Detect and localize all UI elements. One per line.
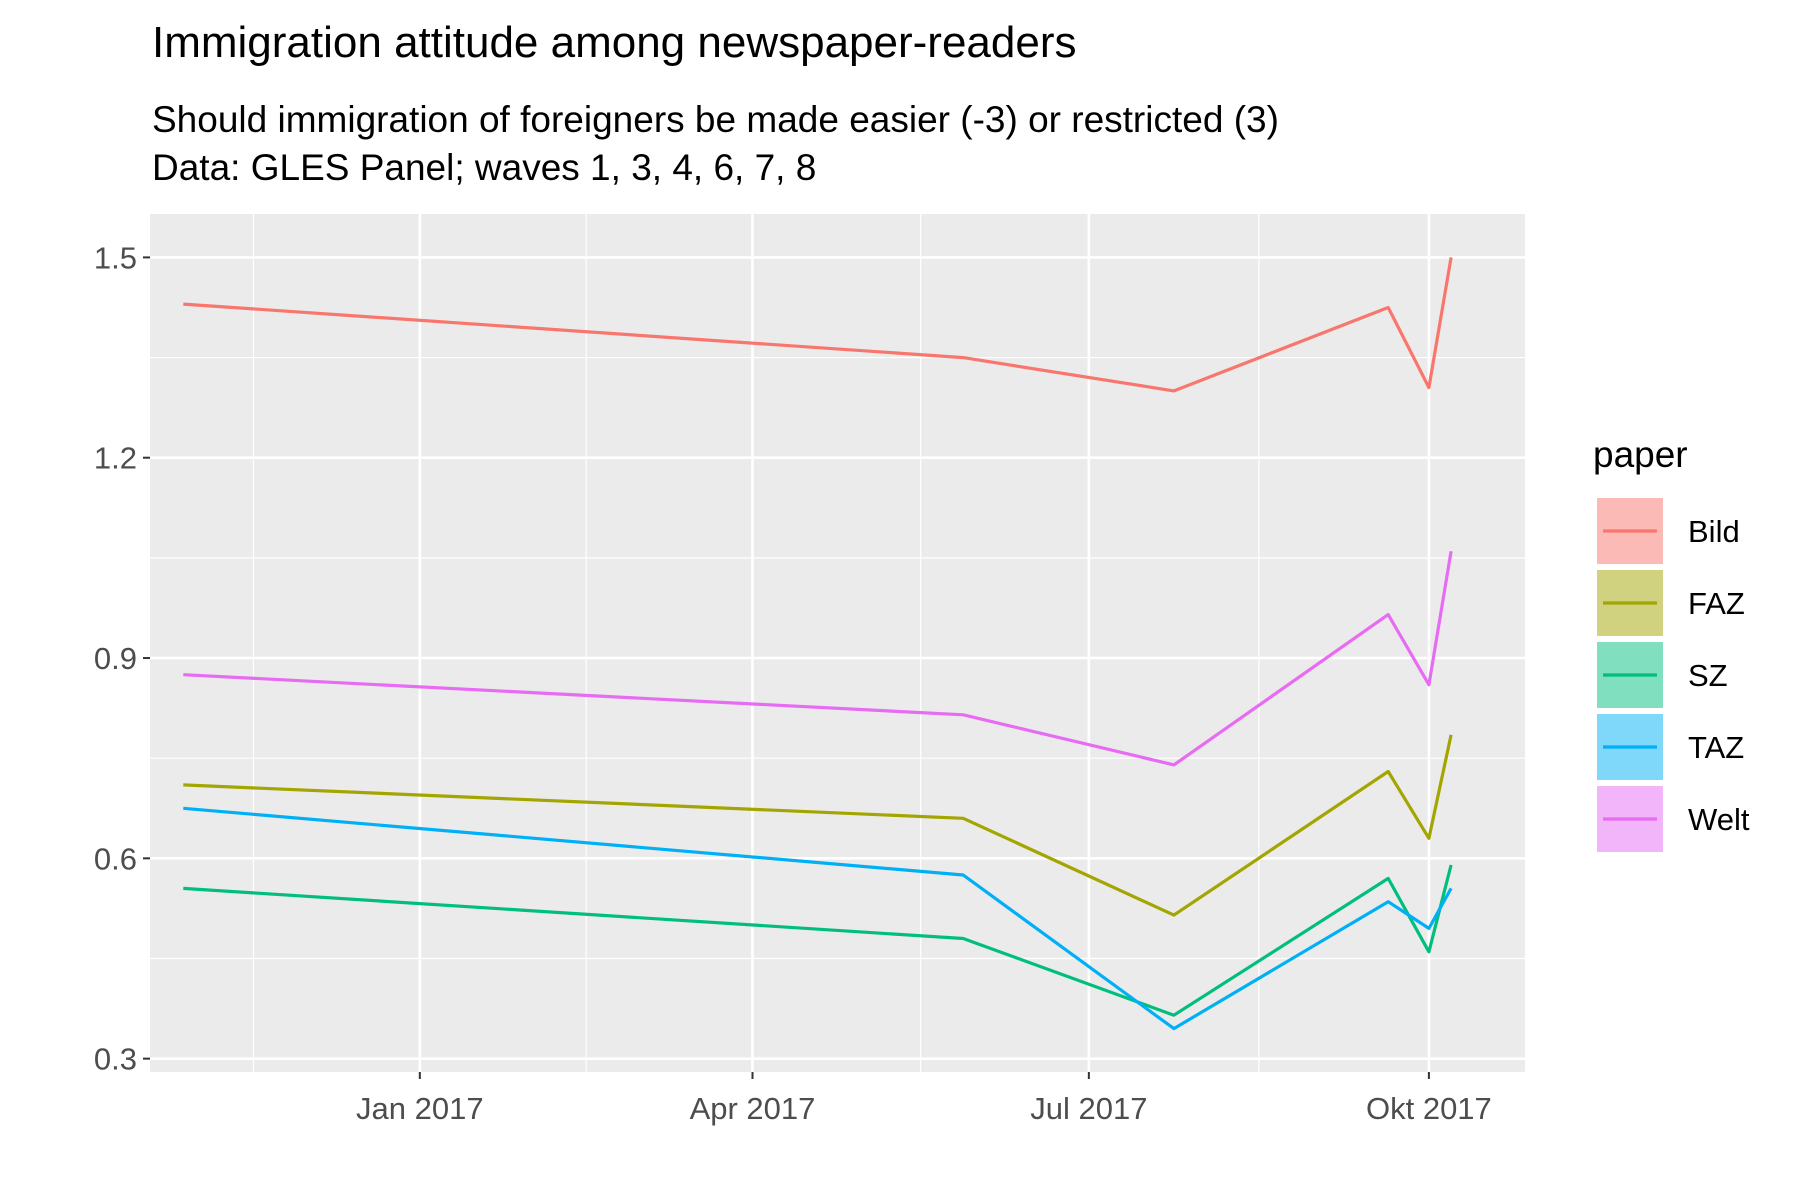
minor-gridlines [150,214,1525,1072]
subtitle-line-2: Data: GLES Panel; waves 1, 3, 4, 6, 7, 8 [152,147,817,188]
legend-label-welt: Welt [1688,802,1750,837]
x-tick-label: Jul 2017 [1030,1091,1147,1126]
major-gridlines [150,214,1525,1072]
series-line-faz [183,734,1453,917]
chart-subtitle: Should immigration of foreigners be made… [152,96,1279,192]
x-tick-label: Okt 2017 [1366,1091,1492,1126]
y-tick-label: 0.3 [94,1042,137,1077]
legend-label-faz: FAZ [1688,586,1745,621]
axis-ticks [143,256,1430,1079]
x-tick-label: Jan 2017 [356,1091,484,1126]
x-axis-labels: Jan 2017 Apr 2017 Jul 2017 Okt 2017 [356,1091,1492,1126]
legend: paper Bild FAZ SZ TAZ Welt [1593,434,1750,854]
legend-label-bild: Bild [1688,514,1740,549]
chart-title: Immigration attitude among newspaper-rea… [152,18,1077,67]
y-axis-labels: 0.3 0.6 0.9 1.2 1.5 [94,240,137,1076]
y-tick-label: 1.2 [94,441,137,476]
subtitle-line-1: Should immigration of foreigners be made… [152,99,1279,140]
x-tick-label: Apr 2017 [690,1091,816,1126]
legend-title: paper [1593,434,1688,475]
legend-label-sz: SZ [1688,658,1728,693]
series-line-bild [183,257,1453,393]
series-line-taz [183,806,1453,1031]
y-tick-label: 1.5 [94,240,137,275]
series-line-sz [183,864,1453,1017]
series-lines [183,257,1453,1031]
y-tick-label: 0.6 [94,841,137,876]
y-tick-label: 0.9 [94,641,137,676]
legend-label-taz: TAZ [1688,730,1744,765]
series-line-welt [183,550,1453,767]
